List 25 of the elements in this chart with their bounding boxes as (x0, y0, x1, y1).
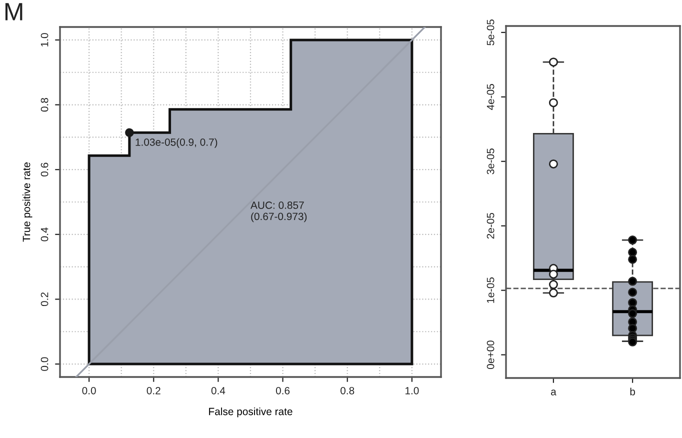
x-tick-label: b (630, 388, 636, 396)
y-tick-label: 4e-05 (486, 84, 494, 110)
x-tick-label: 0.0 (82, 386, 96, 394)
x-tick-label: 0.2 (146, 386, 160, 394)
x-tick-label: 0.4 (211, 386, 226, 394)
y-tick-label: 3e-05 (486, 148, 494, 174)
y-tick-label: 0.6 (40, 162, 48, 176)
x-axis-title: False positive rate (209, 408, 292, 418)
y-tick-label: 1.0 (40, 33, 48, 46)
y-tick-label: 5e-05 (486, 20, 494, 46)
x-tick-label: 1.0 (405, 386, 419, 394)
annotation: AUC: 0.857 (0.67-0.973) (250, 202, 307, 222)
y-tick-label: 0.4 (40, 227, 48, 242)
y-tick-label: 1e-05 (486, 277, 494, 303)
chart-title: M (5, 3, 22, 20)
y-tick-label: 2e-05 (486, 212, 494, 239)
x-tick-label: 0.6 (276, 386, 290, 394)
y-tick-label: 0.2 (40, 292, 48, 306)
y-tick-label: 0e+00 (486, 340, 494, 370)
y-tick-label: 0.8 (40, 98, 48, 112)
x-tick-label: 0.8 (340, 386, 354, 394)
y-tick-label: 0.0 (40, 357, 48, 371)
annotation: 1.03e-05(0.9, 0.7) (136, 138, 218, 148)
y-axis-title: True positive rate (22, 162, 32, 242)
x-tick-label: a (551, 390, 556, 396)
